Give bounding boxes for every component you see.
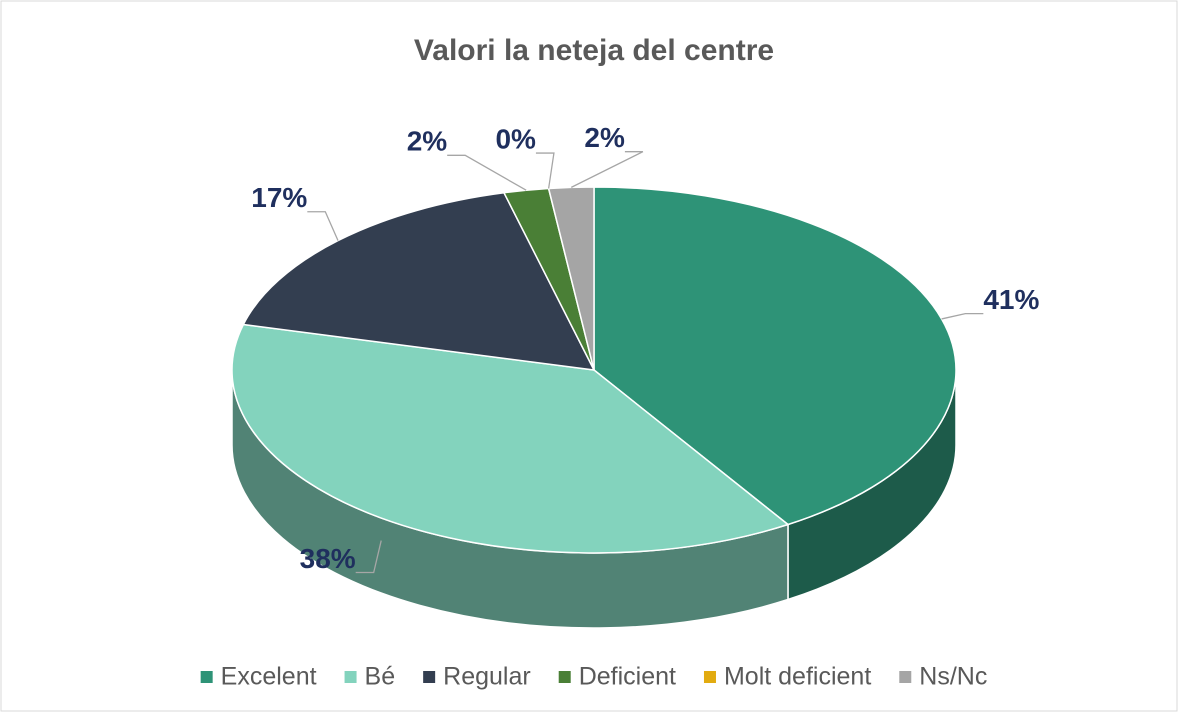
legend-label: Deficient [579,663,676,691]
legend-label: Molt deficient [724,663,871,691]
pie-slice [242,191,596,371]
legend-label: Bé [365,663,396,691]
legend-label: Excelent [221,663,317,691]
chart-title: Valori la neteja del centre [414,34,774,67]
leader-line [447,154,527,191]
leader-line [355,540,382,574]
legend-label: Ns/Nc [919,663,987,691]
data-label: 2% [407,126,448,157]
leader-line [941,312,984,320]
legend-swatch [899,671,912,683]
legend-swatch [423,671,436,683]
legend-swatch [703,671,716,683]
data-label: 38% [300,543,356,574]
legend-swatch [344,671,357,683]
pie-slice [593,186,957,526]
leader-line [535,152,555,189]
data-label: 0% [495,123,536,154]
data-label: 17% [251,182,307,213]
data-label: 41% [983,284,1039,315]
leader-line [307,211,339,241]
legend-label: Regular [443,663,531,691]
leader-line [570,151,644,188]
pie-slice [231,323,790,554]
data-label: 2% [584,122,625,153]
legend-swatch [558,671,571,683]
legend-swatch [200,671,213,683]
